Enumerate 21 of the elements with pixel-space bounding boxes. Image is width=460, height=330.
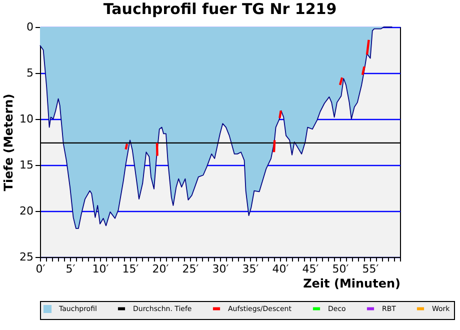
x-tick-label: 10′ [92, 262, 110, 276]
x-tick-label: 35′ [242, 262, 260, 276]
y-tick-label: 10 [20, 112, 34, 126]
x-tick-label: 15′ [122, 262, 140, 276]
y-tick-label: 25 [20, 250, 34, 264]
y-tick-label: 5 [26, 66, 34, 80]
x-tick-label: 30′ [212, 262, 230, 276]
y-tick-label: 20 [20, 204, 34, 218]
x-tick-label: 20′ [152, 262, 170, 276]
x-tick-label: 50′ [332, 262, 350, 276]
x-axis-title: Zeit (Minuten) [303, 276, 400, 290]
x-tick-label: 5′ [66, 262, 76, 276]
chart-title: Tauchprofil fuer TG Nr 1219 [103, 0, 337, 18]
x-tick-label: 25′ [182, 262, 200, 276]
x-tick-label: 0′ [36, 262, 46, 276]
y-tick-label: 15 [20, 158, 34, 172]
x-tick-label: 45′ [302, 262, 320, 276]
y-tick-label: 0 [26, 20, 34, 34]
y-axis-title: Tiefe (Metern) [2, 94, 16, 192]
x-tick-label: 40′ [272, 262, 290, 276]
x-tick-label: 55′ [362, 262, 380, 276]
